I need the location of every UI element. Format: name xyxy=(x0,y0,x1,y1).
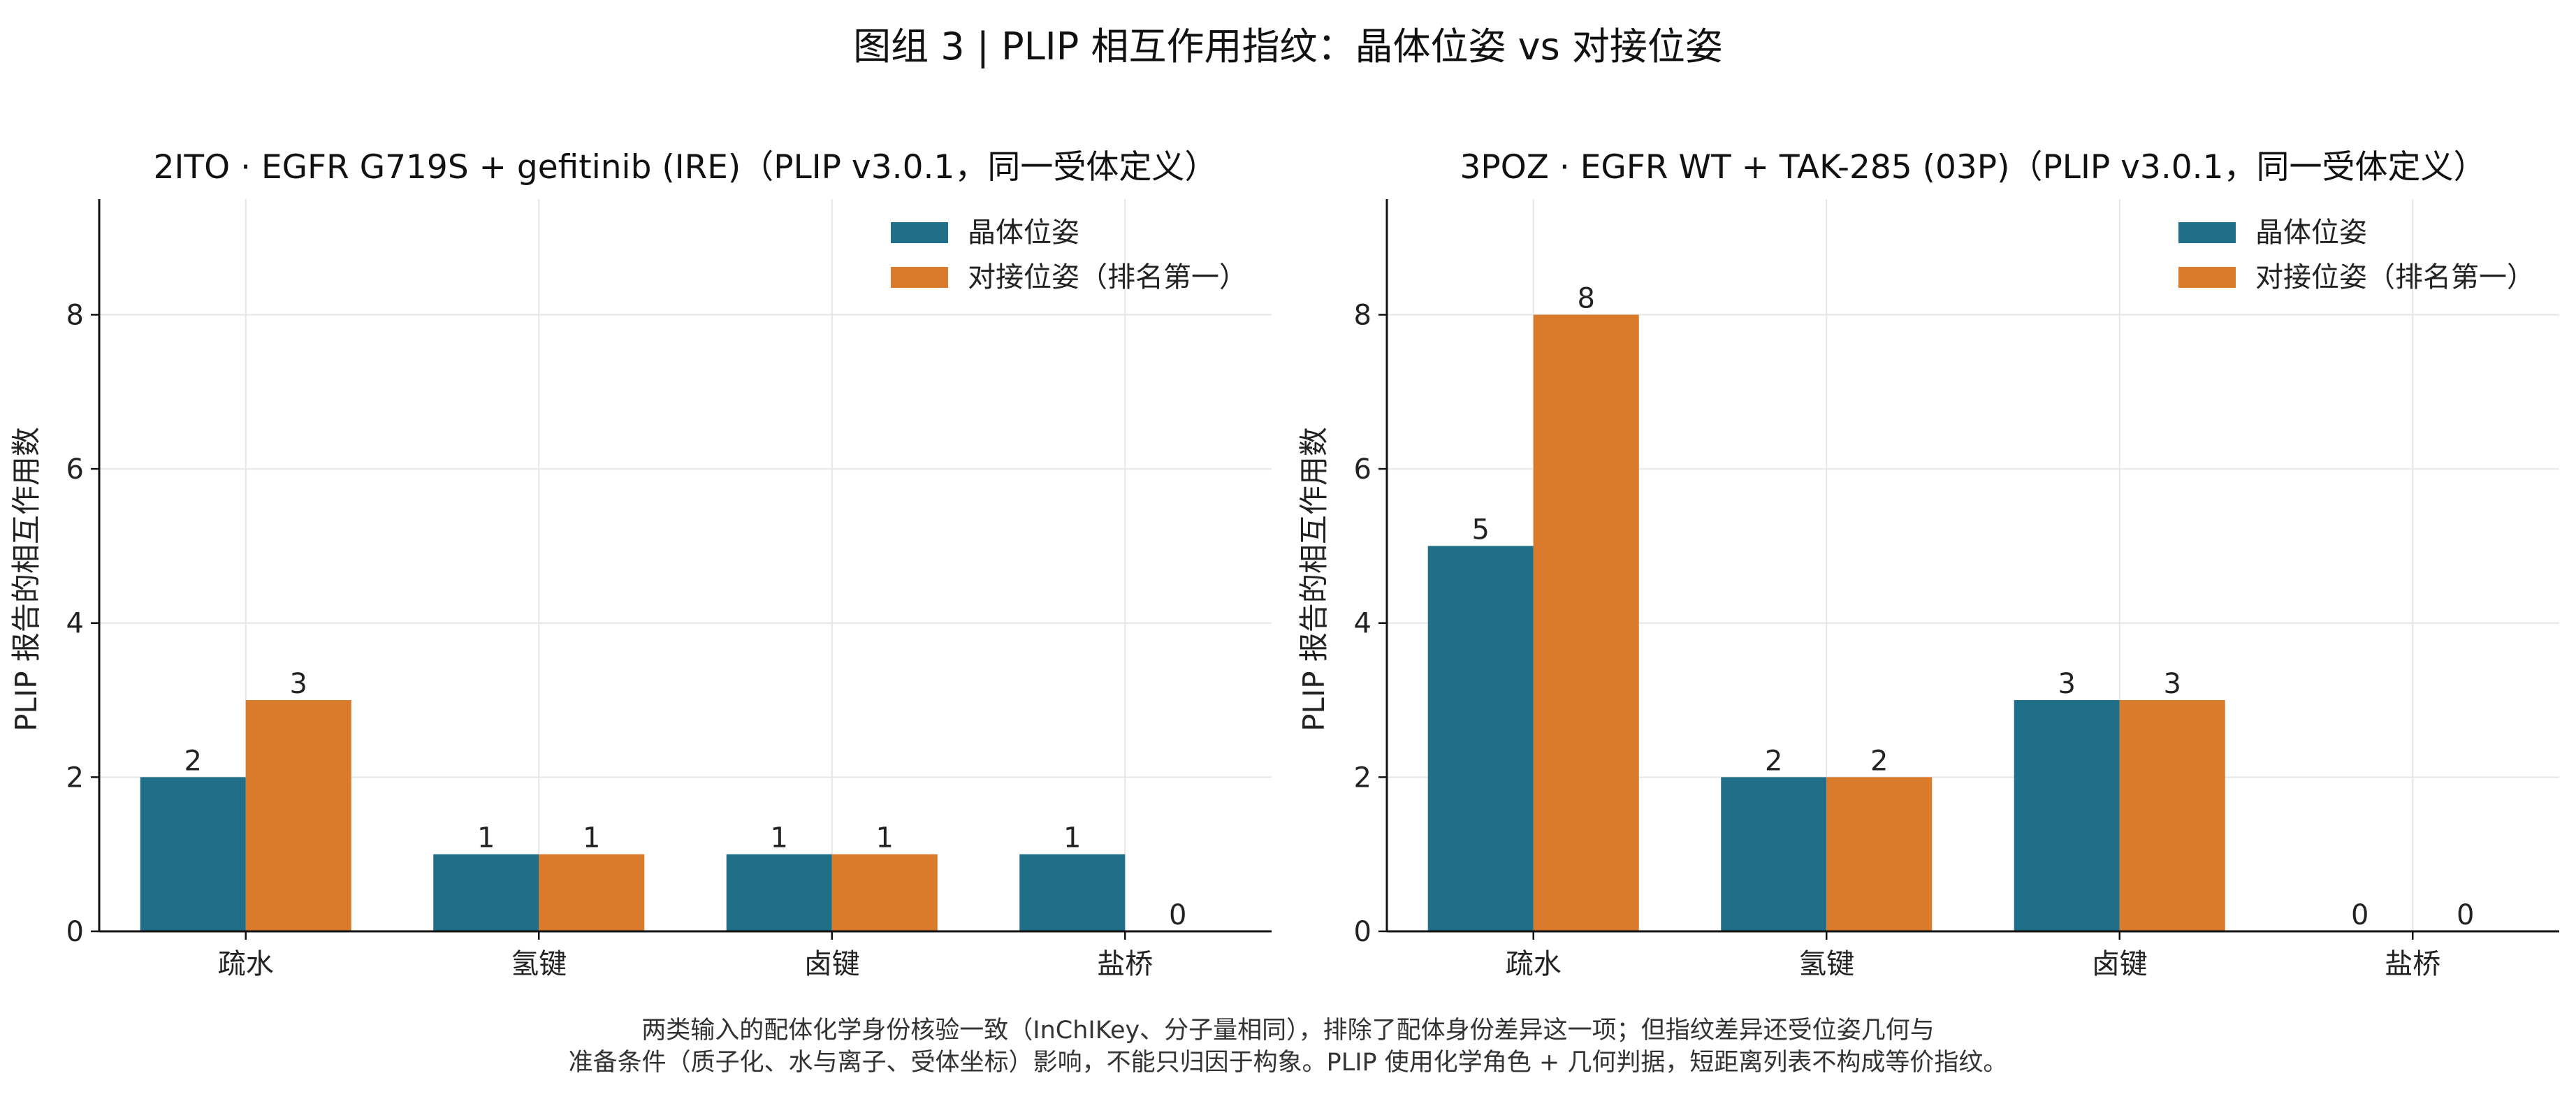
chart2-value-label: 0 xyxy=(2351,899,2368,931)
chart2-bar-crystal-3 xyxy=(2014,700,2120,931)
chart1-value-label: 0 xyxy=(1169,899,1186,931)
chart2-value-label: 3 xyxy=(2058,668,2076,700)
chart2-bar-crystal-2 xyxy=(1721,777,1827,931)
chart1-bars: 2 3 1 1 1 1 1 0 xyxy=(140,668,1186,931)
chart2-x-tick-label: 卤键 xyxy=(2092,948,2148,980)
figure-title: 图组 3 | PLIP 相互作用指纹：晶体位姿 vs 对接位姿 xyxy=(853,24,1723,68)
chart1-y-tick-label: 8 xyxy=(66,299,84,331)
figure-footnote: 两类输入的配体化学身份核验一致（InChIKey、分子量相同），排除了配体身份差… xyxy=(0,1014,2576,1079)
chart1-bar-docking-2 xyxy=(539,854,645,931)
chart-panel-2ito: 2ITO · EGFR G719S + gefitinib (IRE)（PLIP… xyxy=(0,133,1288,999)
chart1-bar-crystal-2 xyxy=(433,854,539,931)
chart1-value-label: 2 xyxy=(184,745,202,777)
chart-3poz-svg: 3POZ · EGFR WT + TAK-285 (03P)（PLIP v3.0… xyxy=(1297,148,2559,980)
footnote-line-1: 两类输入的配体化学身份核验一致（InChIKey、分子量相同），排除了配体身份差… xyxy=(641,1017,1935,1045)
chart1-value-label: 1 xyxy=(1063,822,1081,854)
chart1-legend-swatch-docking xyxy=(891,267,948,288)
chart2-bar-docking-2 xyxy=(1826,777,1933,931)
chart2-value-label: 2 xyxy=(1870,745,1888,777)
chart2-legend-swatch-docking xyxy=(2178,267,2236,288)
chart1-value-label: 3 xyxy=(290,668,307,700)
chart1-legend-label-crystal: 晶体位姿 xyxy=(968,217,1079,249)
chart2-legend-label-docking: 对接位姿（排名第一） xyxy=(2255,261,2535,293)
chart2-y-tick-label: 6 xyxy=(1354,453,1371,486)
chart2-value-label: 0 xyxy=(2457,899,2474,931)
chart2-y-tick-label: 2 xyxy=(1354,762,1371,794)
chart1-value-label: 1 xyxy=(583,822,600,854)
chart2-x-tick-label: 盐桥 xyxy=(2385,948,2440,980)
chart1-value-label: 1 xyxy=(876,822,894,854)
chart2-legend-swatch-crystal xyxy=(2178,222,2236,243)
chart1-y-tick-label: 2 xyxy=(66,762,84,794)
chart2-bar-crystal-1 xyxy=(1427,546,1534,931)
chart2-y-tick-label: 4 xyxy=(1354,608,1371,640)
chart1-bar-docking-3 xyxy=(831,854,938,931)
chart1-x-tick-label: 卤键 xyxy=(804,948,860,980)
chart2-x-tick-label: 氢键 xyxy=(1798,948,1854,980)
chart2-value-label: 3 xyxy=(2164,668,2181,700)
chart1-y-axis-label: PLIP 报告的相互作用数 xyxy=(9,427,43,732)
chart2-value-label: 8 xyxy=(1578,282,1595,314)
chart1-x-tick-label: 疏水 xyxy=(218,948,274,980)
chart-panel-3poz: 3POZ · EGFR WT + TAK-285 (03P)（PLIP v3.0… xyxy=(1288,133,2575,999)
chart2-x-tick-label: 疏水 xyxy=(1506,948,1562,980)
chart1-y-tick-label: 6 xyxy=(66,453,84,486)
chart1-title: 2ITO · EGFR G719S + gefitinib (IRE)（PLIP… xyxy=(154,148,1218,187)
chart2-legend-label-crystal: 晶体位姿 xyxy=(2255,217,2367,249)
chart2-y-tick-label: 0 xyxy=(1354,916,1371,948)
chart1-x-tick-label: 氢键 xyxy=(511,948,567,980)
chart1-y-tick-label: 0 xyxy=(66,916,84,948)
chart1-legend-swatch-crystal xyxy=(891,222,948,243)
chart2-value-label: 2 xyxy=(1765,745,1782,777)
chart2-bar-docking-3 xyxy=(2119,700,2225,931)
chart1-legend-label-docking: 对接位姿（排名第一） xyxy=(968,261,1247,293)
chart1-bar-crystal-1 xyxy=(140,777,246,931)
chart1-value-label: 1 xyxy=(771,822,788,854)
chart1-bar-docking-1 xyxy=(245,700,351,931)
chart2-y-tick-label: 8 xyxy=(1354,299,1371,331)
footnote-line-2: 准备条件（质子化、水与离子、受体坐标）影响，不能只归因于构象。PLIP 使用化学… xyxy=(568,1049,2008,1077)
chart2-value-label: 5 xyxy=(1472,514,1490,546)
chart1-y-tick-label: 4 xyxy=(66,608,84,640)
chart-2ito-svg: 2ITO · EGFR G719S + gefitinib (IRE)（PLIP… xyxy=(9,148,1272,980)
chart1-x-tick-label: 盐桥 xyxy=(1097,948,1153,980)
chart1-bar-crystal-3 xyxy=(726,854,832,931)
chart2-bars: 5 8 2 2 3 3 0 0 xyxy=(1427,282,2474,931)
chart2-y-axis-label: PLIP 报告的相互作用数 xyxy=(1297,427,1331,732)
chart1-value-label: 1 xyxy=(477,822,495,854)
chart2-bar-docking-1 xyxy=(1533,314,1639,931)
chart1-bar-crystal-4 xyxy=(1019,854,1126,931)
chart2-title: 3POZ · EGFR WT + TAK-285 (03P)（PLIP v3.0… xyxy=(1460,148,2486,187)
